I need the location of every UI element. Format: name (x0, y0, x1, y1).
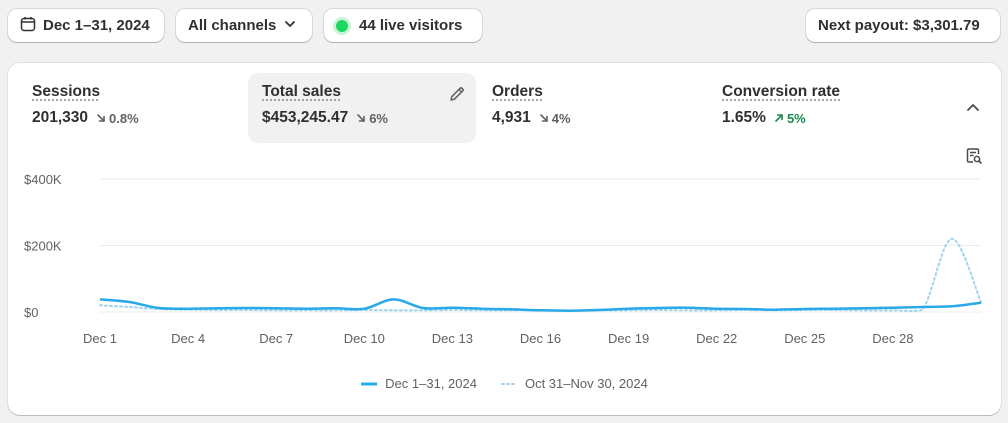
x-tick-label: Dec 7 (259, 331, 293, 346)
chevron-down-icon (283, 17, 297, 35)
x-tick-label: Dec 10 (344, 331, 385, 346)
pencil-icon[interactable] (448, 85, 466, 108)
live-dot-icon (336, 19, 348, 32)
channels-dropdown[interactable]: All channels (176, 9, 312, 42)
y-tick-label: $200K (24, 239, 62, 254)
legend-label: Dec 1–31, 2024 (385, 376, 477, 391)
metric-delta: 4% (539, 111, 571, 126)
metric-total-sales[interactable]: Total sales $453,245.47 6% (248, 73, 476, 143)
metric-conversion-rate[interactable]: Conversion rate 1.65% 5% (708, 73, 936, 143)
x-tick-label: Dec 19 (608, 331, 649, 346)
series-line-previous (99, 237, 982, 312)
series-line-current (99, 298, 982, 312)
metric-orders[interactable]: Orders 4,931 4% (478, 73, 706, 143)
date-range-label: Dec 1–31, 2024 (43, 17, 150, 34)
metric-label: Total sales (262, 83, 341, 100)
legend-item-current[interactable]: Dec 1–31, 2024 (361, 376, 477, 391)
solid-line-swatch (361, 382, 378, 385)
chevron-up-icon[interactable] (965, 100, 981, 121)
channels-label: All channels (188, 17, 277, 34)
next-payout-label: Next payout: $3,301.79 (818, 17, 980, 34)
x-tick-label: Dec 22 (696, 331, 737, 346)
metric-delta: 0.8% (96, 111, 139, 126)
date-range-button[interactable]: Dec 1–31, 2024 (8, 9, 164, 42)
x-tick-label: Dec 1 (83, 331, 117, 346)
report-explore-icon[interactable] (965, 147, 983, 170)
metric-delta-value: 4% (551, 110, 571, 126)
metric-value: 201,330 (32, 109, 89, 126)
analytics-card: Sessions 201,330 0.8% Total sales $453,2… (8, 63, 1001, 415)
next-payout-button[interactable]: Next payout: $3,301.79 (806, 9, 1000, 42)
x-tick-label: Dec 13 (432, 331, 473, 346)
metric-value: $453,245.47 (262, 109, 349, 126)
live-visitors-button[interactable]: 44 live visitors (324, 9, 482, 42)
x-tick-label: Dec 28 (872, 331, 913, 346)
dotted-line-swatch (500, 382, 517, 385)
legend-item-previous[interactable]: Oct 31–Nov 30, 2024 (500, 376, 648, 391)
metric-delta: 5% (774, 111, 806, 126)
metric-value: 4,931 (492, 109, 531, 126)
x-tick-label: Dec 16 (520, 331, 561, 346)
sales-line-chart: $400K $200K $0 Dec 1 Dec 4 Dec 7 Dec 10 Dec 13 D… (24, 172, 982, 346)
metric-sessions[interactable]: Sessions 201,330 0.8% (18, 73, 246, 143)
chart-legend: Dec 1–31, 2024 Oct 31–Nov 30, 2024 (8, 376, 1001, 391)
metric-delta-value: 6% (369, 110, 388, 126)
metric-label: Conversion rate (722, 83, 841, 100)
metric-label: Orders (492, 83, 543, 100)
y-tick-label: $400K (24, 172, 62, 187)
x-tick-label: Dec 25 (784, 331, 825, 346)
x-tick-label: Dec 4 (171, 331, 205, 346)
metric-delta-value: 0.8% (109, 110, 139, 126)
arrow-up-right-icon (775, 114, 783, 122)
live-visitors-label: 44 live visitors (359, 17, 463, 34)
arrow-down-right-icon (357, 114, 366, 122)
metric-delta: 6% (356, 111, 388, 126)
arrow-down-right-icon (97, 114, 105, 122)
calendar-icon (20, 16, 36, 36)
y-tick-label: $0 (24, 305, 38, 320)
metric-delta-value: 5% (786, 110, 806, 126)
metric-label: Sessions (32, 83, 101, 100)
top-toolbar: Dec 1–31, 2024 All channels 44 live visi… (0, 0, 1008, 52)
legend-label: Oct 31–Nov 30, 2024 (524, 376, 648, 391)
arrow-down-right-icon (539, 114, 548, 122)
metric-value: 1.65% (722, 109, 766, 126)
